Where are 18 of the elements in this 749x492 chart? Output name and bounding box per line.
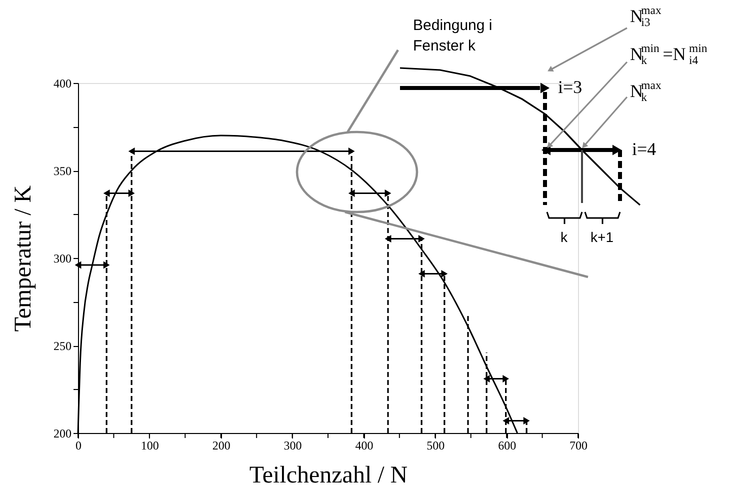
x-tick-label: 700 [570,438,588,452]
y-tick-label: 200 [54,426,72,440]
y-tick-label: 400 [54,76,72,90]
x-axis-title: Teilchenzahl / N [249,462,408,488]
x-tick-label: 600 [498,438,516,452]
x-tick-label: 500 [426,438,445,452]
x-tick-label: 400 [355,438,374,452]
text: Bedingung i Fenster k [413,17,492,54]
x-tick-label: 200 [212,438,230,452]
x-tick-label: 100 [140,438,159,452]
text: k+1 [590,229,614,245]
y-tick-label: 350 [54,164,72,178]
x-tick-label: 300 [284,438,302,452]
y-axis-title: Temperatur / K [10,184,36,332]
x-tick-label: 0 [76,438,82,452]
y-tick-label: 250 [54,339,72,353]
y-tick-label: 300 [54,252,72,266]
annotation: k [560,229,568,245]
